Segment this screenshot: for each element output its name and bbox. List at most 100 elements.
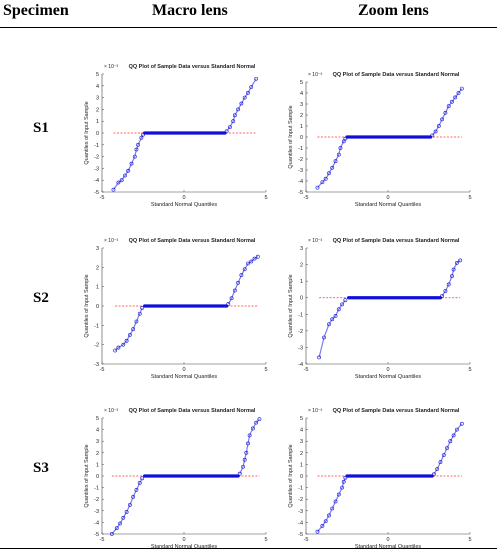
data-point <box>327 322 331 327</box>
qq-plot-s1-zoom: QQ Plot of Sample Data versus Standard N… <box>288 72 472 208</box>
data-point <box>137 311 142 316</box>
data-point <box>317 355 322 360</box>
data-point <box>232 113 237 118</box>
x-axis-label: Standard Normal Quantiles <box>151 544 218 550</box>
header-specimen: Specimen <box>3 2 69 19</box>
data-point <box>453 95 458 100</box>
qq-plot-s3-zoom: QQ Plot of Sample Data versus Standard N… <box>288 408 472 550</box>
y-tick-label: 2 <box>300 451 303 457</box>
data-point <box>139 135 144 140</box>
data-point <box>231 119 236 124</box>
y-tick-label: 0 <box>300 474 303 480</box>
data-point <box>458 258 463 263</box>
data-point <box>137 481 142 485</box>
y-tick-label: 2 <box>96 451 99 457</box>
data-point <box>241 464 245 469</box>
y-tick-label: 2 <box>300 113 303 119</box>
data-point <box>338 146 343 150</box>
x-tick-label: 5 <box>264 537 267 543</box>
data-point <box>343 298 348 303</box>
data-point <box>443 110 448 115</box>
y-tick-label: -4 <box>298 362 303 368</box>
data-point <box>229 296 234 301</box>
plot-title: QQ Plot of Sample Data versus Standard N… <box>333 408 460 414</box>
x-tick-label: -5 <box>304 537 309 543</box>
y-tick-label: 4 <box>300 428 303 434</box>
x-tick-label: 0 <box>182 537 185 543</box>
data-point <box>340 302 344 307</box>
data-point <box>320 180 325 185</box>
y-tick-label: -1 <box>298 312 303 318</box>
data-point <box>315 529 320 534</box>
exponent-label: × 10⁻³ <box>308 408 323 414</box>
data-point <box>435 467 440 471</box>
y-axis-label: Quantiles of Input Sample <box>84 101 90 164</box>
data-point <box>436 124 441 128</box>
y-axis-label: Quantiles of Input Sample <box>288 274 294 337</box>
data-point <box>333 499 338 504</box>
y-tick-label: 0 <box>96 474 99 480</box>
data-point <box>441 453 446 458</box>
data-point <box>451 433 456 438</box>
data-point <box>252 256 257 261</box>
data-point <box>459 86 464 91</box>
y-axis-label: Quantiles of Input Sample <box>288 444 294 507</box>
x-tick-label: -5 <box>304 367 309 373</box>
data-point <box>445 446 449 451</box>
y-tick-label: 2 <box>96 107 99 113</box>
data-point <box>333 314 338 318</box>
data-point <box>459 421 464 426</box>
plot-title: QQ Plot of Sample Data versus Standard N… <box>129 64 256 70</box>
y-tick-label: -4 <box>298 520 303 526</box>
data-point <box>330 506 335 511</box>
y-tick-label: 3 <box>96 96 99 102</box>
y-tick-label: -2 <box>298 497 303 503</box>
y-tick-label: -3 <box>298 168 303 174</box>
y-tick-label: -4 <box>94 520 99 526</box>
x-tick-label: -5 <box>100 195 105 201</box>
y-tick-label: -3 <box>94 166 99 172</box>
points-trend <box>113 78 257 190</box>
x-tick-label: 0 <box>386 537 389 543</box>
y-tick-label: -5 <box>298 190 303 196</box>
y-tick-label: -1 <box>298 146 303 152</box>
points-trend <box>318 259 461 358</box>
y-tick-label: -3 <box>298 509 303 515</box>
y-axis-label: Quantiles of Input Sample <box>288 105 294 168</box>
y-tick-label: -1 <box>94 143 99 149</box>
data-point <box>116 180 121 185</box>
bottom-rule <box>0 548 497 549</box>
y-tick-label: -2 <box>298 157 303 163</box>
data-point <box>330 165 335 170</box>
data-point <box>246 441 250 446</box>
y-tick-label: 1 <box>96 119 99 125</box>
data-point <box>450 99 454 104</box>
data-point <box>336 152 341 157</box>
points-trend <box>114 256 259 351</box>
data-point <box>244 450 249 455</box>
y-tick-label: 0 <box>300 296 303 302</box>
y-tick-label: 1 <box>300 124 303 130</box>
x-tick-label: 0 <box>386 195 389 201</box>
data-point <box>249 85 254 89</box>
data-point <box>119 178 124 183</box>
data-point <box>333 159 338 164</box>
data-point <box>440 294 445 298</box>
data-point <box>450 274 454 279</box>
data-point <box>320 523 325 528</box>
data-point <box>123 173 127 178</box>
data-point <box>432 472 436 477</box>
data-point <box>438 460 443 464</box>
y-tick-label: -5 <box>94 532 99 538</box>
plot-title: QQ Plot of Sample Data versus Standard N… <box>129 408 256 414</box>
x-axis-label: Standard Normal Quantiles <box>355 374 422 380</box>
y-tick-label: 3 <box>300 102 303 108</box>
points-trend <box>317 423 463 533</box>
x-tick-label: 5 <box>468 367 471 373</box>
data-point <box>456 91 461 95</box>
y-tick-label: 3 <box>96 439 99 445</box>
exponent-label: × 10⁻³ <box>308 72 323 78</box>
data-point <box>121 515 126 520</box>
x-tick-label: 0 <box>386 367 389 373</box>
data-point <box>124 338 129 343</box>
